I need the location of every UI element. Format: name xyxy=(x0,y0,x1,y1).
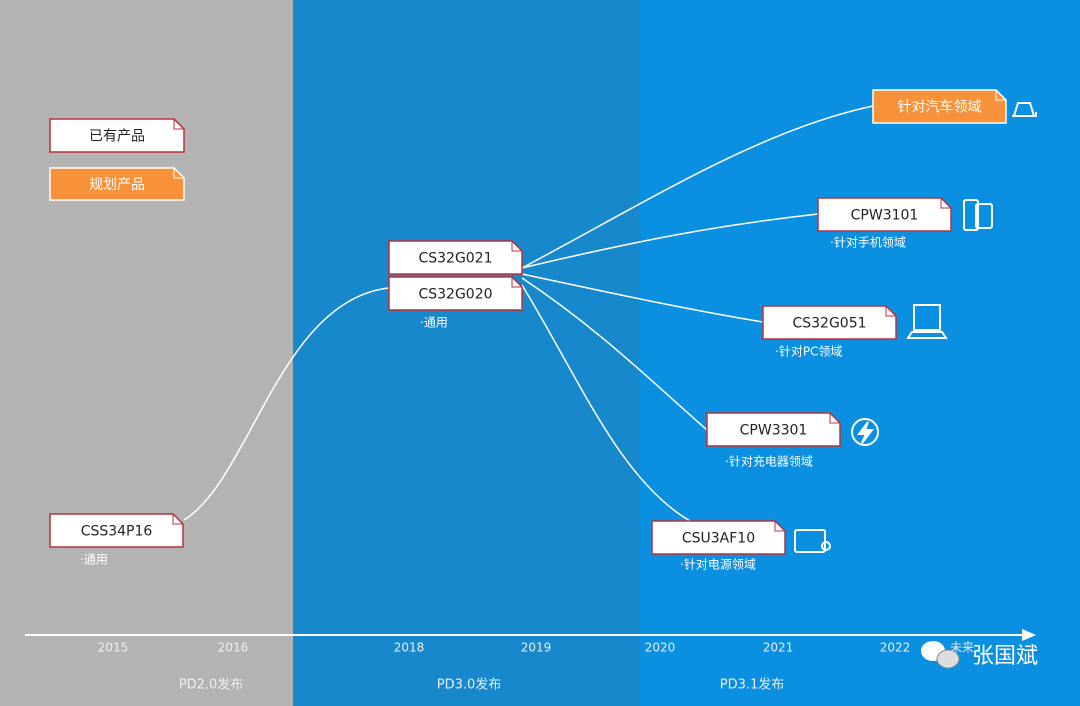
year-label: 未来 xyxy=(950,641,974,655)
connector xyxy=(521,213,819,269)
box-label: 规划产品 xyxy=(89,177,145,193)
box-fold xyxy=(995,90,1006,101)
year-label: 2020 xyxy=(645,641,676,655)
connector xyxy=(521,284,691,522)
year-label: 2016 xyxy=(218,641,249,655)
gear xyxy=(821,541,831,551)
era-label: PD2.0发布 xyxy=(179,677,244,693)
box-fold xyxy=(774,521,785,532)
watermark-text: 张国斌 xyxy=(972,644,1038,669)
box-label: CSU3AF10 xyxy=(682,531,755,547)
year-label: 2022 xyxy=(880,641,911,655)
era-label: PD3.1发布 xyxy=(720,677,785,693)
box-fold xyxy=(173,168,184,179)
box xyxy=(651,520,786,555)
connector xyxy=(521,105,874,269)
box-fold xyxy=(940,198,951,209)
box-label: 针对汽车领域 xyxy=(898,99,982,116)
box-fold xyxy=(829,413,840,424)
box-label: CPW3301 xyxy=(740,423,808,439)
era-panel xyxy=(293,0,640,706)
year-label: 2021 xyxy=(763,641,794,655)
icons xyxy=(794,102,1037,553)
node-note: ·针对电源领域 xyxy=(680,557,756,572)
watermark: 张国斌 xyxy=(921,641,1038,669)
era-label: PD3.0发布 xyxy=(437,677,502,693)
car-icon xyxy=(1012,102,1037,117)
wechat-icon xyxy=(936,649,960,669)
box xyxy=(49,118,185,153)
box-fold xyxy=(511,277,522,288)
box xyxy=(388,240,523,275)
node-note: ·通用 xyxy=(80,553,108,567)
laptop-icon xyxy=(906,304,948,339)
connector xyxy=(183,287,390,521)
axis-arrow xyxy=(1022,629,1036,641)
bolt xyxy=(857,421,875,444)
box xyxy=(762,305,897,340)
box xyxy=(49,513,184,548)
node-note: ·针对手机领域 xyxy=(830,235,906,250)
box xyxy=(872,89,1007,124)
node-note: ·通用 xyxy=(420,316,448,330)
connector xyxy=(521,273,764,323)
node-note: ·针对充电器领域 xyxy=(725,454,813,469)
year-label: 2018 xyxy=(394,641,425,655)
box-label: CS32G051 xyxy=(792,316,866,332)
connector xyxy=(521,277,708,431)
node-note: ·针对PC领域 xyxy=(775,344,842,359)
era-panel xyxy=(0,0,293,706)
year-label: 2019 xyxy=(521,641,552,655)
box-fold xyxy=(511,241,522,252)
box-label: CS32G020 xyxy=(418,287,492,303)
charge-icon xyxy=(851,418,879,446)
box xyxy=(706,412,841,447)
box-fold xyxy=(885,306,896,317)
box-label: CS32G021 xyxy=(418,251,492,267)
battery-icon xyxy=(794,529,826,553)
box-fold xyxy=(173,119,184,130)
box xyxy=(817,197,952,232)
box-fold xyxy=(172,514,183,525)
box-label: CSS34P16 xyxy=(81,524,153,540)
connectors xyxy=(183,105,874,522)
box xyxy=(49,167,185,201)
tablet-icon xyxy=(975,203,993,229)
era-panel xyxy=(640,0,1080,706)
box xyxy=(388,276,523,311)
year-label: 2015 xyxy=(98,641,129,655)
phone-icon xyxy=(963,199,979,231)
box-label: 已有产品 xyxy=(89,129,145,145)
box-label: CPW3101 xyxy=(851,208,919,224)
